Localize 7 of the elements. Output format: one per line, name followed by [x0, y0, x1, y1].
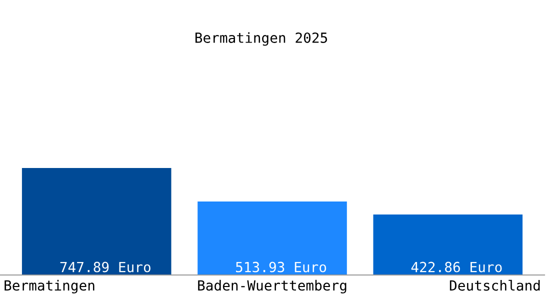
- x-tick-label: Baden-Wuerttemberg: [198, 280, 346, 294]
- data-label: 747.89 Euro: [60, 262, 150, 272]
- data-label: 513.93 Euro: [236, 262, 326, 272]
- chart-title: Bermatingen 2025: [195, 32, 328, 46]
- x-tick-label: Bermatingen: [4, 280, 94, 294]
- data-label: 422.86 Euro: [411, 262, 502, 272]
- x-tick-label: Deutschland: [450, 280, 540, 291]
